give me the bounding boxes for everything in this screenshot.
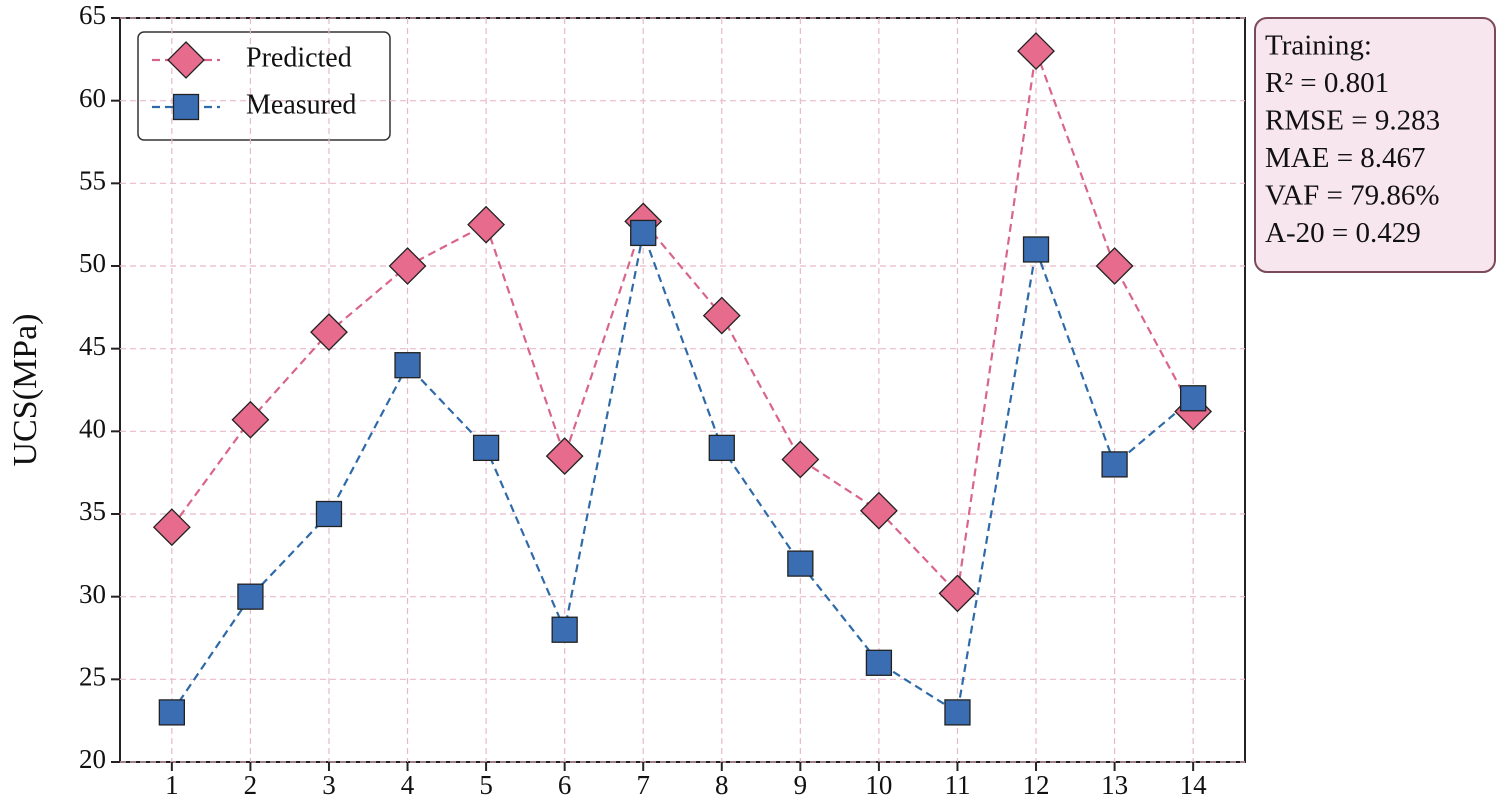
y-tick-label: 55 <box>79 166 106 196</box>
y-tick-label: 40 <box>79 414 106 444</box>
x-tick-label: 9 <box>794 770 808 800</box>
marker <box>545 437 584 476</box>
marker <box>467 205 506 244</box>
marker <box>859 491 898 530</box>
y-tick-label: 30 <box>79 579 106 609</box>
y-tick-label: 35 <box>79 496 106 526</box>
annotation-line: Training: <box>1265 30 1372 62</box>
marker <box>551 616 578 643</box>
x-tick-label: 10 <box>865 770 892 800</box>
x-tick-label: 8 <box>715 770 729 800</box>
marker <box>787 550 814 577</box>
marker <box>472 434 500 462</box>
marker <box>781 440 820 479</box>
annotation-line: R² = 0.801 <box>1265 67 1389 99</box>
x-tick-label: 7 <box>636 770 650 800</box>
marker <box>172 93 200 121</box>
y-axis-label: UCS(MPa) <box>7 313 44 466</box>
marker <box>944 699 971 726</box>
marker <box>237 583 264 610</box>
x-tick-label: 13 <box>1101 770 1128 800</box>
marker <box>152 508 191 547</box>
annotation-line: A-20 = 0.429 <box>1265 217 1421 249</box>
marker <box>394 352 421 379</box>
series-line <box>170 228 1194 715</box>
series-line <box>170 50 1195 596</box>
marker <box>167 41 205 79</box>
y-tick-label: 20 <box>79 744 106 774</box>
marker <box>1101 451 1128 478</box>
marker <box>231 400 270 439</box>
annotation-line: VAF = 79.86% <box>1265 180 1440 212</box>
y-tick-label: 65 <box>79 0 106 30</box>
marker <box>1017 32 1055 70</box>
marker <box>1179 385 1207 412</box>
marker <box>702 296 741 335</box>
marker <box>158 699 186 726</box>
x-tick-label: 6 <box>558 770 572 800</box>
marker <box>388 247 427 285</box>
marker <box>865 649 893 676</box>
legend-label: Measured <box>246 89 356 120</box>
x-tick-label: 5 <box>479 770 493 800</box>
x-tick-label: 3 <box>322 770 336 800</box>
marker <box>310 313 348 352</box>
x-tick-label: 11 <box>944 770 970 800</box>
x-tick-label: 4 <box>401 770 415 800</box>
y-tick-label: 45 <box>79 331 106 361</box>
annotation-box <box>1254 17 1496 273</box>
marker <box>1022 236 1050 263</box>
marker <box>938 574 977 613</box>
x-tick-label: 14 <box>1180 770 1208 800</box>
marker <box>708 434 735 462</box>
annotation-line: RMSE = 9.283 <box>1265 105 1440 137</box>
marker <box>630 219 657 247</box>
annotation-line: MAE = 8.467 <box>1265 142 1426 174</box>
marker <box>315 500 343 528</box>
y-tick-label: 25 <box>79 662 106 692</box>
y-tick-label: 50 <box>79 248 106 278</box>
x-tick-label: 12 <box>1023 770 1050 800</box>
x-tick-label: 1 <box>165 770 179 800</box>
marker <box>1095 247 1134 285</box>
x-tick-label: 2 <box>244 770 258 800</box>
legend-label: Predicted <box>246 42 352 73</box>
y-tick-label: 60 <box>79 83 106 113</box>
